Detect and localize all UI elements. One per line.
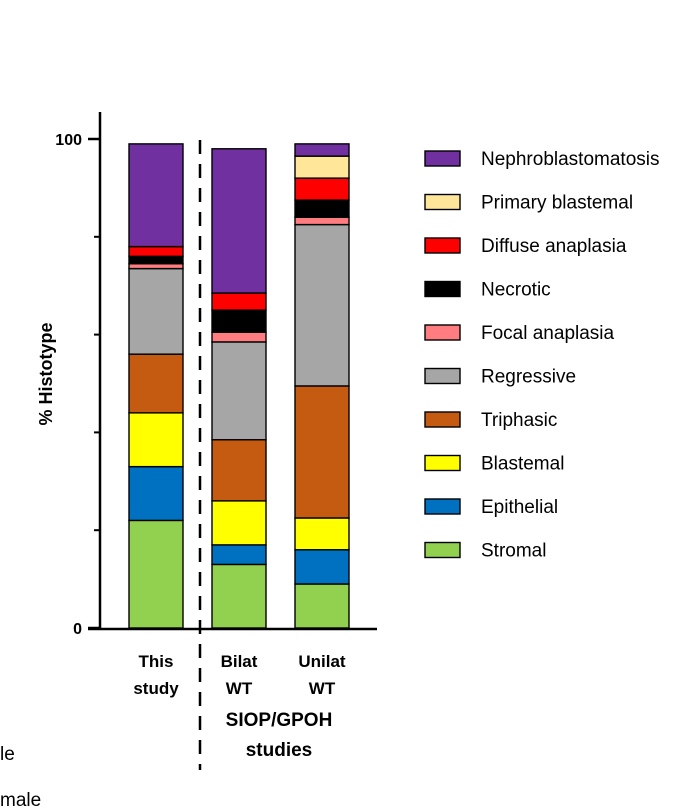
bar-segment-diffuse-anaplasia-2 xyxy=(294,177,350,201)
legend-swatch-epithelial xyxy=(424,498,461,515)
legend-swatch-nephroblastomatosis xyxy=(424,150,461,167)
legend-swatch-focal-anaplasia xyxy=(424,324,461,341)
legend-swatch-primary-blastemal xyxy=(424,193,461,211)
category-label-2-line2: WT xyxy=(309,679,336,698)
category-label-1-line1: Bilat xyxy=(221,652,258,671)
legend-label-necrotic: Necrotic xyxy=(481,280,551,301)
cropped-text-2: male xyxy=(0,790,41,811)
legend-label-stromal: Stromal xyxy=(481,541,546,562)
bar-segment-focal-anaplasia-0 xyxy=(128,262,184,270)
bar-segment-diffuse-anaplasia-0 xyxy=(128,245,184,258)
bar-segment-stromal-0 xyxy=(128,519,184,629)
category-label-2-line1: Unilat xyxy=(298,652,346,671)
legend-label-triphasic: Triphasic xyxy=(481,410,557,431)
bar-segment-regressive-1 xyxy=(211,341,267,441)
bar-segment-nephroblastomatosis-1 xyxy=(211,148,267,294)
legend-label-nephroblastomatosis: Nephroblastomatosis xyxy=(481,149,659,170)
legend-label-focal-anaplasia: Focal anaplasia xyxy=(481,323,615,344)
legend-swatch-regressive xyxy=(424,367,461,385)
bar-segment-necrotic-1 xyxy=(211,309,267,333)
bar-segment-regressive-0 xyxy=(128,267,184,355)
group-label-line1: SIOP/GPOH xyxy=(226,710,333,731)
legend-swatch-stromal xyxy=(424,541,461,559)
legend-label-blastemal: Blastemal xyxy=(481,454,564,475)
legend-swatch-necrotic xyxy=(424,280,461,298)
y-tick-label-100: 100 xyxy=(55,132,82,149)
bar-segment-triphasic-1 xyxy=(211,439,267,502)
legend-label-epithelial: Epithelial xyxy=(481,497,558,518)
bar-segment-necrotic-0 xyxy=(128,255,184,265)
bar-segment-nephroblastomatosis-0 xyxy=(128,143,184,248)
bar-segment-focal-anaplasia-2 xyxy=(294,216,350,226)
group-label-line2: studies xyxy=(246,740,313,761)
y-tick-label-0: 0 xyxy=(73,621,82,638)
legend-swatch-diffuse-anaplasia xyxy=(424,237,461,254)
bar-segment-blastemal-1 xyxy=(211,500,267,546)
category-labels-group: This study Bilat WT Unilat WT xyxy=(133,652,346,698)
bar-segment-nephroblastomatosis-2 xyxy=(294,143,350,157)
bar-segment-blastemal-2 xyxy=(294,517,350,551)
category-label-1-line2: WT xyxy=(226,679,253,698)
cropped-text-1: le xyxy=(0,744,15,765)
bar-segment-epithelial-0 xyxy=(128,465,184,522)
legend: Nephroblastomatosis Primary blastemal Diff… xyxy=(424,149,659,562)
category-label-0-line1: This xyxy=(139,652,174,671)
category-label-0-line2: study xyxy=(133,679,179,698)
y-axis-title: % Histotype xyxy=(36,322,56,425)
bar-segment-diffuse-anaplasia-1 xyxy=(211,292,267,311)
bar-segment-triphasic-2 xyxy=(294,385,350,519)
bar-segment-stromal-2 xyxy=(294,583,350,629)
legend-swatch-triphasic xyxy=(424,411,461,428)
bar-segment-blastemal-0 xyxy=(128,412,184,468)
bar-segment-epithelial-1 xyxy=(211,544,267,566)
bar-segment-regressive-2 xyxy=(294,223,350,387)
bar-segment-epithelial-2 xyxy=(294,549,350,585)
y-ticks-group: 0 100 xyxy=(55,132,100,638)
legend-label-regressive: Regressive xyxy=(481,367,576,388)
bar-segment-focal-anaplasia-1 xyxy=(211,331,267,343)
bar-segment-stromal-1 xyxy=(211,563,267,629)
bars-group xyxy=(128,143,350,629)
legend-label-diffuse-anaplasia: Diffuse anaplasia xyxy=(481,236,627,257)
bar-segment-triphasic-0 xyxy=(128,353,184,414)
legend-label-primary-blastemal: Primary blastemal xyxy=(481,193,633,214)
bar-segment-necrotic-2 xyxy=(294,199,350,218)
bar-segment-primary-blastemal-2 xyxy=(294,155,350,179)
legend-swatch-blastemal xyxy=(424,454,461,472)
